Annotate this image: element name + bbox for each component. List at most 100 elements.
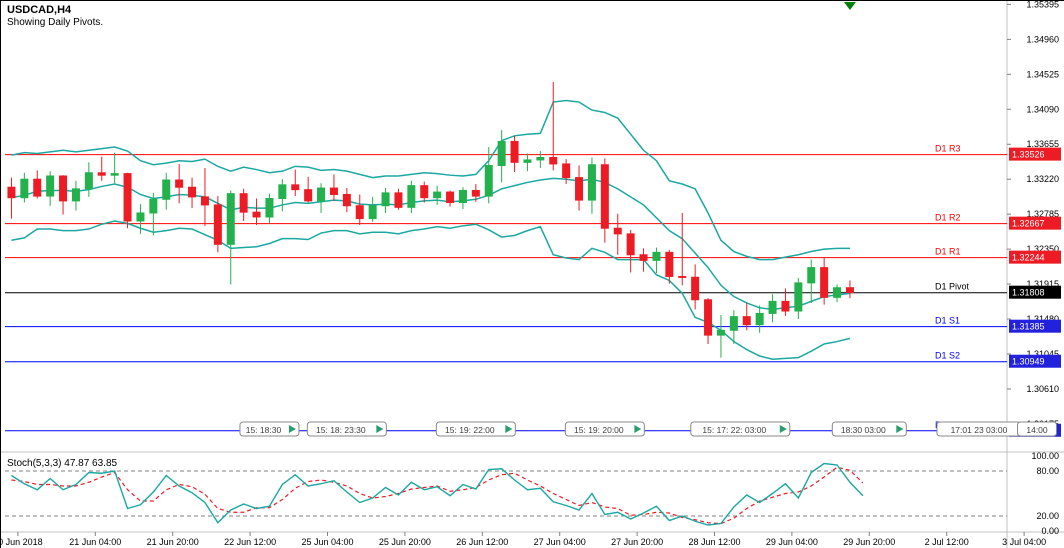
candle — [756, 313, 763, 324]
candle — [395, 193, 402, 207]
candle — [47, 176, 54, 196]
candle — [821, 268, 828, 298]
candle — [563, 164, 570, 178]
chart-container: 1.353951.349601.345251.340901.336551.332… — [0, 0, 1064, 548]
candle — [705, 300, 712, 335]
stoch-ytick: 80.00 — [1036, 466, 1059, 476]
candle — [717, 330, 724, 335]
price-box-label: 1.32667 — [1012, 219, 1045, 229]
pivot-label: D1 R2 — [935, 213, 961, 223]
candle — [640, 255, 647, 261]
candle — [111, 174, 118, 176]
candle — [227, 194, 234, 245]
candle — [472, 190, 479, 196]
y-tick-label: 1.34960 — [1026, 34, 1059, 44]
candle — [485, 166, 492, 197]
time-box-label: 15: 19: 20:00 — [574, 425, 624, 435]
candle — [34, 179, 41, 196]
time-box-label: 14:00 — [1026, 425, 1048, 435]
candle — [266, 198, 273, 216]
candle — [782, 301, 789, 311]
time-box-label: 18:30 03:00 — [841, 425, 886, 435]
x-tick-label: 22 Jun 12:00 — [224, 537, 276, 547]
price-box-label: 1.30949 — [1012, 357, 1045, 367]
price-box-label: 1.31808 — [1012, 288, 1045, 298]
candle — [627, 234, 634, 255]
candle — [576, 178, 583, 201]
x-tick-label: 21 Jun 20:00 — [147, 537, 199, 547]
time-box-label: 15: 17: 22: 03:00 — [702, 425, 766, 435]
candle — [498, 141, 505, 165]
candle — [214, 205, 221, 244]
candle — [743, 317, 750, 325]
x-tick-label: 25 Jun 04:00 — [301, 537, 353, 547]
candle — [85, 173, 92, 189]
stoch-ytick: 20.00 — [1036, 511, 1059, 521]
candle — [330, 188, 337, 194]
candle — [421, 186, 428, 198]
candle — [124, 174, 131, 221]
candle — [666, 252, 673, 276]
x-tick-label: 29 Jun 04:00 — [766, 537, 818, 547]
pivot-label: D1 S1 — [935, 316, 960, 326]
candle — [356, 206, 363, 219]
x-tick-label: 27 Jun 04:00 — [534, 537, 586, 547]
candle — [21, 179, 28, 197]
candle — [601, 165, 608, 228]
x-tick-label: 2 Jul 12:00 — [925, 537, 969, 547]
candle — [588, 165, 595, 200]
x-tick-label: 26 Jun 12:00 — [456, 537, 508, 547]
candle — [240, 194, 247, 212]
candle — [808, 268, 815, 283]
candle — [434, 192, 441, 198]
pivot-label: D1 S2 — [935, 351, 960, 361]
pivot-label: D1 R3 — [935, 144, 961, 154]
price-box-label: 1.33526 — [1012, 150, 1045, 160]
candle — [692, 277, 699, 300]
candle — [550, 158, 557, 164]
time-box-label: 15: 19: 22:00 — [445, 425, 495, 435]
candle — [279, 185, 286, 199]
candle — [653, 252, 660, 260]
price-box-label: 1.32244 — [1012, 253, 1045, 263]
stoch-ytick: 0.00 — [1041, 526, 1059, 536]
candle — [537, 158, 544, 160]
x-tick-label: 3 Jul 04:00 — [1002, 537, 1046, 547]
candle — [408, 186, 415, 208]
candle — [447, 192, 454, 202]
time-box-label: 15: 18: 23:30 — [316, 425, 366, 435]
y-tick-label: 1.34090 — [1026, 104, 1059, 114]
candle — [163, 180, 170, 199]
time-box-label: 17:01 23 03:00 — [951, 425, 1008, 435]
candle — [60, 176, 67, 201]
candle — [343, 194, 350, 205]
candle — [846, 288, 853, 293]
candle — [369, 206, 376, 219]
pivot-label: D1 R1 — [935, 247, 961, 257]
candle — [318, 188, 325, 201]
y-tick-label: 1.35395 — [1026, 1, 1059, 9]
candle — [795, 283, 802, 311]
candle — [292, 185, 299, 190]
time-box-label: 15: 18:30 — [246, 425, 282, 435]
subtitle: Showing Daily Pivots. — [7, 17, 103, 28]
x-tick-label: 29 Jun 20:00 — [843, 537, 895, 547]
symbol-title: USDCAD,H4 — [7, 4, 72, 16]
stoch-ytick: 100.00 — [1031, 451, 1059, 461]
x-tick-label: 27 Jun 20:00 — [611, 537, 663, 547]
candle — [253, 212, 260, 217]
candle — [137, 213, 144, 221]
candle — [524, 160, 531, 162]
x-tick-label: 20 Jun 2018 — [1, 537, 43, 547]
candle — [769, 301, 776, 313]
pivot-label: D1 Pivot — [935, 282, 970, 292]
candle — [150, 199, 157, 213]
stoch-title: Stoch(5,3,3) 47.87 63.85 — [7, 458, 118, 469]
candle — [189, 187, 196, 197]
candle — [72, 189, 79, 201]
candle — [176, 180, 183, 187]
y-tick-label: 1.34525 — [1026, 69, 1059, 79]
candle — [730, 317, 737, 331]
candle — [614, 228, 621, 234]
x-tick-label: 21 Jun 04:00 — [69, 537, 121, 547]
